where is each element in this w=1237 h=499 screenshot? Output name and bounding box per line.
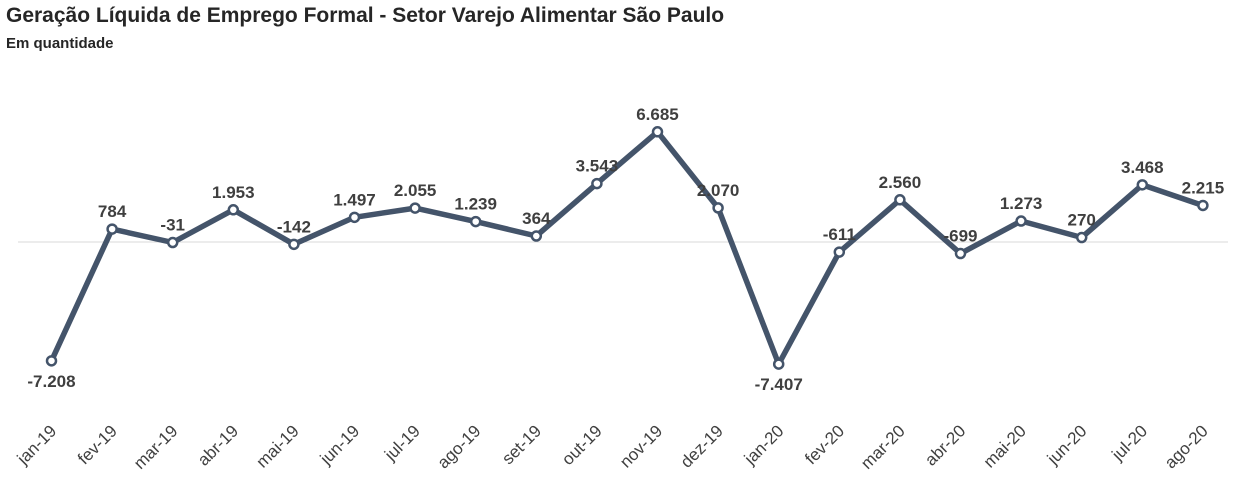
data-label: 2.560: [879, 173, 922, 192]
x-tick-label: jul-20: [1108, 421, 1152, 465]
x-tick-label: jun-20: [1043, 421, 1091, 469]
data-label: 1.953: [212, 183, 255, 202]
x-tick-label: jan-20: [740, 421, 788, 469]
data-point: [530, 230, 543, 242]
data-label: 2.055: [394, 181, 437, 200]
x-tick-label: fev-20: [801, 421, 848, 468]
data-label: -142: [277, 217, 311, 236]
data-label: 784: [98, 202, 127, 221]
data-label: 1.239: [454, 195, 497, 214]
data-point: [288, 238, 300, 251]
x-tick-label: dez-19: [677, 421, 727, 471]
data-point: [469, 215, 482, 228]
data-label: 2.070: [697, 181, 740, 200]
data-label: 6.685: [636, 105, 679, 124]
data-label: -7.208: [27, 372, 75, 391]
data-point: [772, 358, 785, 370]
x-tick-label: mai-20: [980, 421, 1030, 471]
data-point: [833, 246, 846, 258]
data-point: [1136, 179, 1149, 191]
x-tick-label: abr-20: [921, 421, 969, 469]
data-label: 364: [522, 209, 551, 228]
data-point: [227, 204, 240, 216]
series-line: [48, 129, 1206, 367]
data-label: 1.273: [1000, 194, 1043, 213]
x-tick-label: mar-20: [857, 421, 909, 473]
x-tick-label: abr-19: [194, 421, 242, 469]
x-tick-label: ago-19: [434, 421, 485, 472]
data-point: [409, 202, 421, 214]
data-point: [591, 177, 603, 190]
data-label: -31: [160, 216, 185, 235]
data-point: [1075, 231, 1088, 244]
data-label: -611: [823, 225, 856, 244]
x-tick-label: jan-19: [13, 421, 61, 469]
data-label: 270: [1068, 211, 1096, 230]
x-tick-label: mar-19: [130, 421, 182, 473]
data-point: [45, 355, 58, 367]
data-point: [712, 202, 724, 214]
data-label: -699: [943, 227, 977, 246]
data-point: [1015, 215, 1027, 227]
x-tick-label: ago-20: [1161, 421, 1212, 472]
x-tick-label: set-19: [498, 421, 545, 468]
x-tick-label: jul-19: [380, 421, 424, 465]
data-label: 3.543: [576, 157, 619, 176]
data-label: 1.497: [333, 190, 376, 209]
data-label: 3.468: [1121, 158, 1164, 177]
x-tick-label: out-19: [558, 421, 606, 469]
x-tick-label: nov-19: [616, 421, 666, 471]
data-label: 2.215: [1182, 178, 1225, 197]
data-point: [894, 194, 906, 206]
x-tick-label: fev-19: [74, 421, 121, 468]
data-point: [106, 223, 118, 235]
data-point: [651, 126, 664, 138]
data-point: [348, 211, 361, 224]
chart-subtitle: Em quantidade: [6, 35, 114, 52]
x-tick-label: mai-19: [253, 421, 303, 471]
data-point: [954, 247, 967, 260]
chart-title: Geração Líquida de Emprego Formal - Seto…: [6, 4, 725, 27]
x-tick-label: jun-19: [316, 421, 364, 469]
data-point: [166, 236, 179, 249]
data-label: -7.407: [755, 375, 803, 394]
data-point: [1197, 199, 1209, 212]
